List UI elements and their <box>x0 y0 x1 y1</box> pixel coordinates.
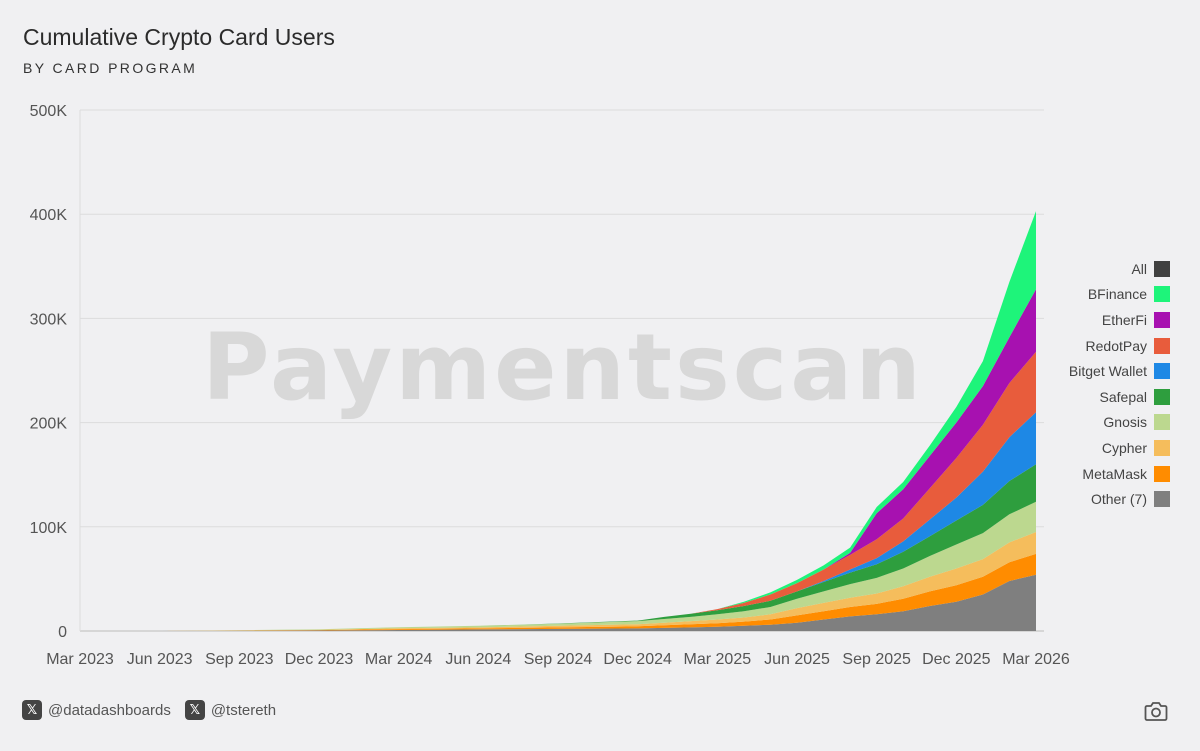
handle-tstereth[interactable]: 𝕏 @tstereth <box>184 700 277 720</box>
legend-item-all[interactable]: All <box>1030 256 1170 282</box>
legend-swatch <box>1154 388 1170 405</box>
handle-label: @tstereth <box>210 701 277 719</box>
legend-label: Bitget Wallet <box>1068 363 1147 380</box>
y-tick-label: 0 <box>58 624 67 641</box>
legend-label: Cypher <box>1101 439 1147 456</box>
legend-label: Safepal <box>1099 388 1147 405</box>
legend-item-other-7[interactable]: Other (7) <box>1030 486 1170 512</box>
legend-item-redotpay[interactable]: RedotPay <box>1030 333 1170 359</box>
watermark: Paymentscan <box>202 314 924 421</box>
x-tick-label: Mar 2025 <box>684 651 752 668</box>
area-series <box>80 211 1036 631</box>
legend-swatch <box>1154 439 1170 456</box>
x-tick-label: Jun 2025 <box>764 651 830 668</box>
legend: All BFinance EtherFi RedotPay Bitget Wallet S… <box>1030 256 1170 512</box>
legend-item-safepal[interactable]: Safepal <box>1030 384 1170 410</box>
chart-title: Cumulative Crypto Card Users <box>23 24 335 50</box>
x-logo-icon: 𝕏 <box>184 700 205 720</box>
x-tick-label: Sep 2024 <box>524 651 593 668</box>
y-tick-label: 200K <box>30 416 68 433</box>
x-tick-label: Dec 2023 <box>285 651 354 668</box>
legend-label: All <box>1131 260 1147 277</box>
y-tick-label: 100K <box>30 520 68 537</box>
x-logo-icon: 𝕏 <box>22 700 42 720</box>
x-tick-label: Mar 2023 <box>46 651 114 668</box>
axes: 0 100K 200K 300K 400K 500K Mar 2023 Jun 2023 Sep… <box>30 103 1070 668</box>
legend-item-gnosis[interactable]: Gnosis <box>1030 410 1170 436</box>
legend-label: BFinance <box>1087 286 1147 303</box>
y-tick-label: 500K <box>30 103 68 120</box>
legend-item-cypher[interactable]: Cypher <box>1030 435 1170 461</box>
area-other-7[interactable] <box>80 574 1036 631</box>
x-tick-label: Sep 2025 <box>842 651 911 668</box>
legend-swatch <box>1154 414 1170 431</box>
legend-swatch <box>1154 491 1170 508</box>
x-tick-label: Jun 2023 <box>127 651 193 668</box>
legend-swatch <box>1154 465 1170 482</box>
handle-datadashboards[interactable]: 𝕏 @datadashboards <box>22 700 171 720</box>
camera-icon[interactable] <box>1144 700 1168 722</box>
x-tick-label: Dec 2025 <box>922 651 991 668</box>
legend-swatch <box>1154 286 1170 303</box>
legend-swatch <box>1154 311 1170 328</box>
x-tick-label: Sep 2023 <box>205 651 274 668</box>
legend-swatch <box>1154 363 1170 380</box>
y-tick-label: 300K <box>30 311 68 328</box>
handle-label: @datadashboards <box>48 701 171 719</box>
legend-item-bfinance[interactable]: BFinance <box>1030 282 1170 308</box>
legend-swatch <box>1154 260 1170 277</box>
legend-label: EtherFi <box>1101 311 1147 328</box>
chart-subtitle: BY CARD PROGRAM <box>23 60 198 76</box>
legend-item-etherfi[interactable]: EtherFi <box>1030 307 1170 333</box>
legend-item-bitget-wallet[interactable]: Bitget Wallet <box>1030 358 1170 384</box>
legend-label: RedotPay <box>1085 337 1147 354</box>
x-tick-label: Mar 2024 <box>365 651 433 668</box>
legend-label: MetaMask <box>1082 465 1147 482</box>
legend-label: Gnosis <box>1103 414 1147 431</box>
legend-swatch <box>1154 337 1170 354</box>
legend-label: Other (7) <box>1090 491 1147 508</box>
x-tick-label: Mar 2026 <box>1002 651 1070 668</box>
footer: 𝕏 @datadashboards 𝕏 @tstereth <box>22 700 290 720</box>
y-tick-label: 400K <box>30 207 68 224</box>
x-tick-label: Dec 2024 <box>603 651 672 668</box>
legend-item-metamask[interactable]: MetaMask <box>1030 461 1170 487</box>
x-tick-label: Jun 2024 <box>445 651 511 668</box>
